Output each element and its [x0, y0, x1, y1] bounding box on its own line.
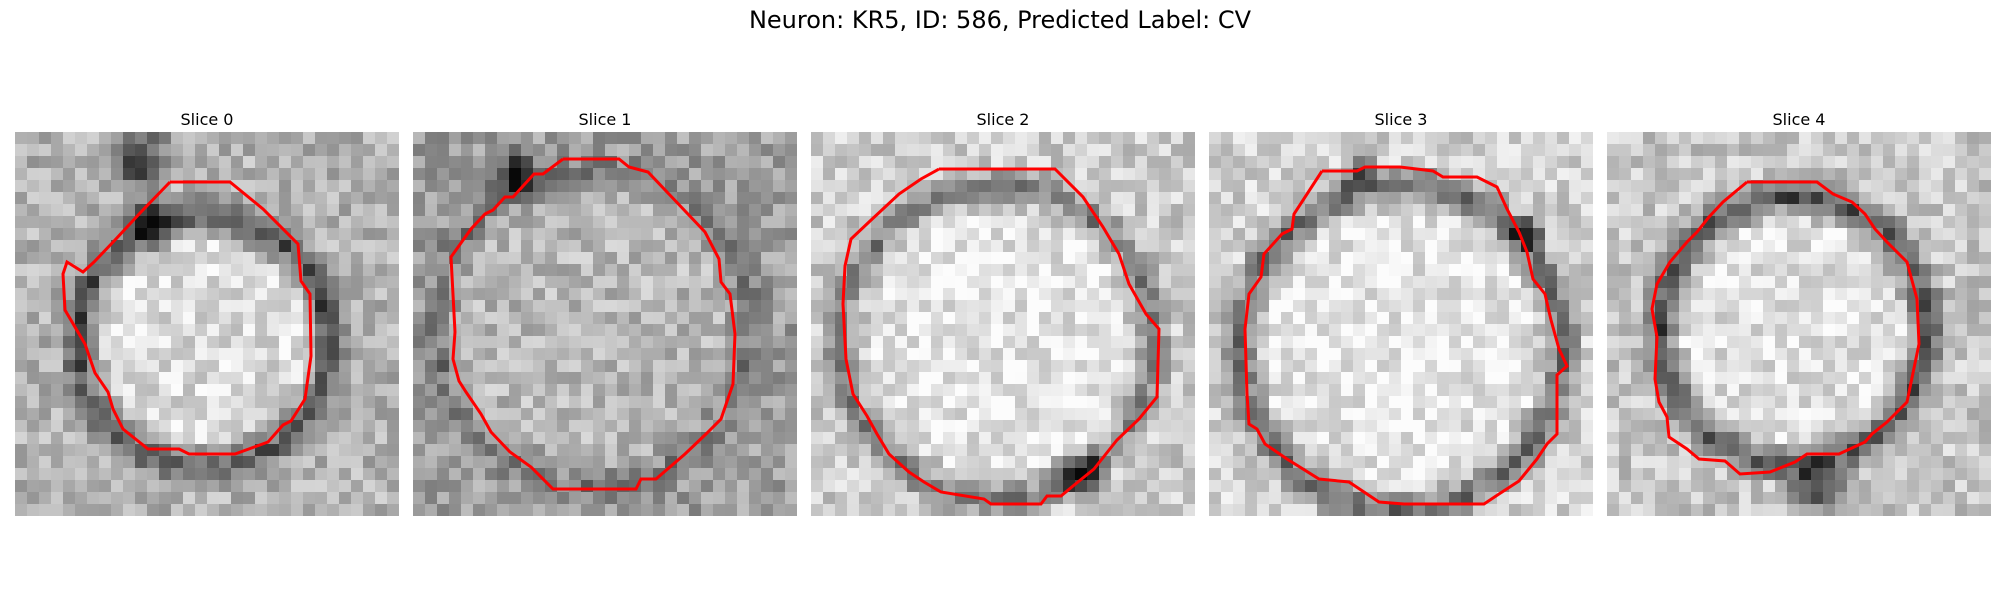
cell-contour-3 [1243, 165, 1569, 506]
cell-contour-1 [449, 157, 737, 491]
slice-image-4 [1607, 132, 1991, 516]
contour-overlay-0 [61, 180, 313, 456]
slice-panel-3: Slice 3 [1209, 108, 1593, 516]
cell-contour-2 [841, 167, 1161, 506]
slice-title-1: Slice 1 [578, 110, 632, 129]
slice-title-0: Slice 0 [180, 110, 234, 129]
slice-image-0 [15, 132, 399, 516]
slice-image-2 [811, 132, 1195, 516]
slice-title-2: Slice 2 [976, 110, 1030, 129]
figure-title: Neuron: KR5, ID: 586, Predicted Label: C… [748, 6, 1252, 34]
slice-panel-0: Slice 0 [15, 108, 399, 516]
contour-overlay-3 [1243, 165, 1569, 506]
slice-title-3: Slice 3 [1374, 110, 1428, 129]
slice-title-4: Slice 4 [1772, 110, 1826, 129]
contour-overlay-4 [1650, 180, 1921, 476]
slice-panel-4: Slice 4 [1607, 108, 1991, 516]
slice-panel-1: Slice 1 [413, 108, 797, 516]
cell-contour-0 [61, 180, 313, 456]
contour-overlay-1 [449, 157, 737, 491]
slice-panel-2: Slice 2 [811, 108, 1195, 516]
contour-overlay-2 [841, 167, 1161, 506]
slice-image-3 [1209, 132, 1593, 516]
cell-contour-4 [1650, 180, 1921, 476]
